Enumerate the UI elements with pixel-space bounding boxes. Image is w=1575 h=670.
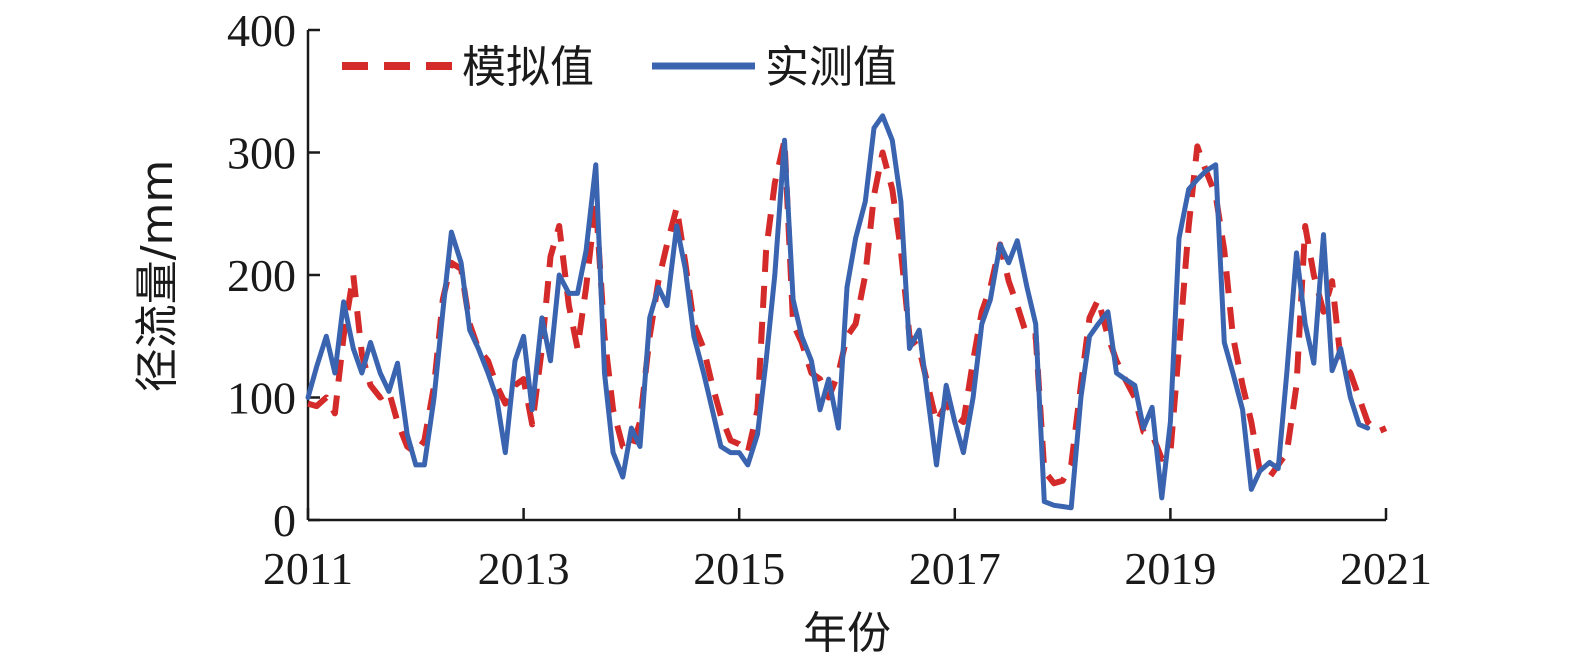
x-axis-title: 年份 (803, 608, 891, 659)
series-layer (305, 113, 1388, 511)
x-tick-label: 2021 (1340, 543, 1432, 594)
y-tick-label: 100 (227, 373, 296, 424)
x-tick-label: 2015 (693, 543, 785, 594)
y-tick-label: 200 (227, 250, 296, 301)
y-ticks: 0 100 200 300 400 (227, 5, 320, 546)
observed-series-line (305, 113, 1371, 511)
y-axis-title: 径流量/mm (132, 160, 183, 393)
y-tick-label: 0 (273, 495, 296, 546)
x-tick-label: 2013 (478, 543, 570, 594)
y-tick-label: 300 (227, 128, 296, 179)
x-tick-label: 2017 (909, 543, 1001, 594)
x-ticks: 2011 2013 2015 2017 2019 2021 (263, 508, 1432, 594)
legend: 模拟值 实测值 (342, 42, 897, 93)
x-tick-label: 2011 (263, 543, 353, 594)
legend-observed-label: 实测值 (765, 42, 897, 93)
legend-simulated-label: 模拟值 (462, 42, 594, 93)
y-tick-label: 400 (227, 5, 296, 56)
x-tick-label: 2019 (1124, 543, 1216, 594)
